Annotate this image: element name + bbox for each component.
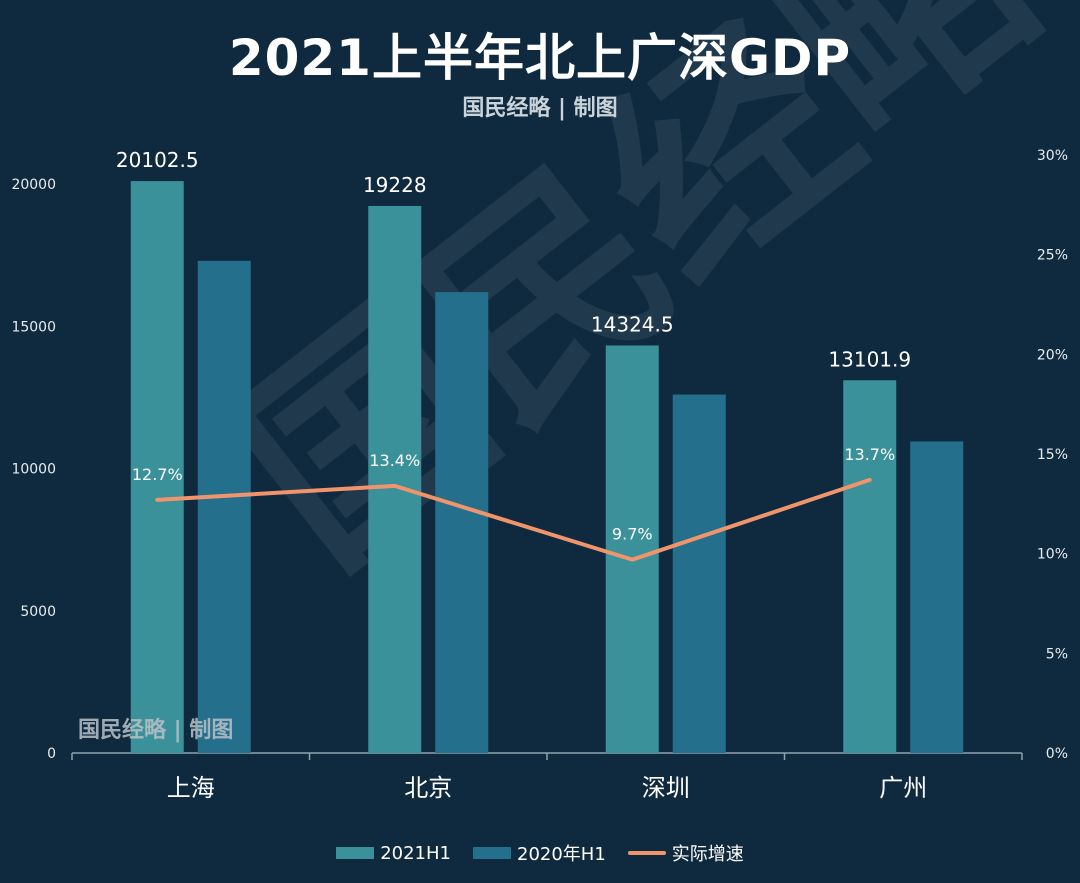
growth-line: [155, 477, 872, 562]
legend-swatch-growth: [627, 851, 666, 855]
x-category-label: 深圳: [642, 774, 690, 802]
y-tick-label: 15000: [11, 319, 56, 335]
bar-2020h1: [435, 292, 489, 753]
y2-tick-label: 10%: [1037, 547, 1068, 563]
y2-tick-label: 25%: [1037, 248, 1068, 264]
bar-2021h1: [368, 205, 422, 754]
growth-rate-label: 12.7%: [132, 465, 183, 484]
chart-title: 2021上半年北上广深GDP: [228, 29, 852, 87]
legend-item-2021: 2021H1: [336, 843, 451, 864]
x-category-label: 上海: [167, 774, 215, 802]
bar-value-label: 14324.5: [591, 312, 674, 336]
bar-value-label: 19228: [363, 173, 427, 197]
y-tick-label: 5000: [20, 604, 56, 620]
growth-rate-label: 13.4%: [369, 451, 420, 470]
y2-tick-label: 20%: [1037, 347, 1068, 363]
growth-rate-label: 13.7%: [844, 445, 895, 464]
legend-swatch-2020: [473, 847, 511, 859]
growth-rate-label: 9.7%: [612, 525, 653, 544]
legend-item-2020: 2020年H1: [473, 840, 606, 866]
bar-2021h1: [843, 380, 897, 753]
y2-tick-label: 15%: [1037, 447, 1068, 463]
bar-2020h1: [672, 394, 726, 753]
bar-2020h1: [197, 260, 251, 753]
chart-subtitle: 国民经略 | 制图: [462, 95, 618, 121]
y2-tick-label: 30%: [1037, 148, 1068, 164]
legend-label-2021: 2021H1: [380, 842, 451, 864]
bar-2020h1: [910, 441, 964, 753]
x-category-label: 北京: [404, 774, 452, 802]
legend-label-growth: 实际增速: [671, 844, 744, 865]
bar-value-label: 13101.9: [828, 347, 911, 371]
bar-2021h1: [130, 181, 184, 754]
legend-label-2020: 2020年H1: [517, 844, 606, 865]
legend-item-growth: 实际增速: [627, 840, 744, 866]
y-tick-label: 20000: [11, 177, 56, 193]
bar-2021h1: [605, 345, 659, 753]
y-tick-label: 0: [47, 746, 56, 762]
watermark-credit: 国民经略 | 制图: [78, 717, 234, 743]
legend: 2021H1 2020年H1 实际增速: [0, 840, 1080, 866]
x-category-label: 广州: [879, 774, 927, 802]
y-tick-label: 10000: [11, 462, 56, 478]
y2-tick-label: 0%: [1046, 746, 1068, 762]
bar-value-label: 20102.5: [116, 148, 199, 172]
y2-tick-label: 5%: [1046, 646, 1068, 662]
legend-swatch-2021: [336, 847, 375, 859]
